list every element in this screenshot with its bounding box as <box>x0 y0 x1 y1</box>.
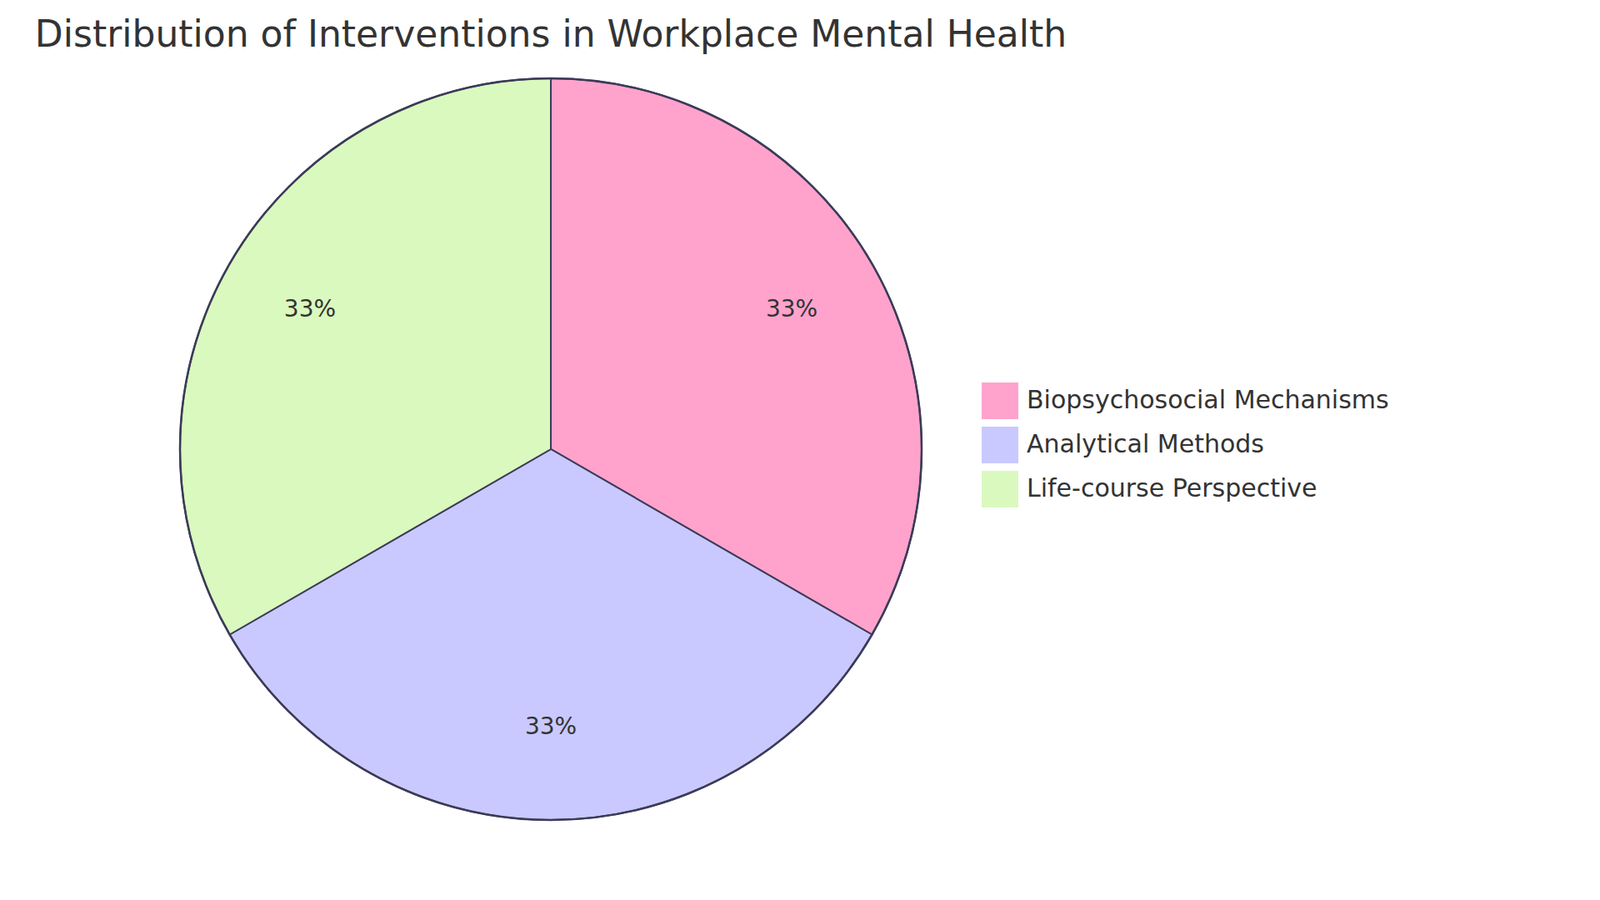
legend-swatch <box>981 470 1019 508</box>
legend-swatch <box>981 426 1019 464</box>
data-label: 33% <box>284 295 336 323</box>
legend-label: Biopsychosocial Mechanisms <box>1026 385 1390 415</box>
legend: Biopsychosocial Mechanisms Analytical Met… <box>981 382 1390 508</box>
data-labels: 33% 33% 33% <box>284 295 818 740</box>
data-label: 33% <box>525 712 577 740</box>
legend-label: Analytical Methods <box>1026 429 1265 459</box>
chart: Distribution of Interventions in Workpla… <box>0 0 1600 900</box>
pie-slice <box>180 78 551 635</box>
legend-label: Life-course Perspective <box>1026 473 1317 503</box>
pie-outline <box>180 78 922 820</box>
legend-swatch <box>981 382 1019 420</box>
title: Distribution of Interventions in Workpla… <box>35 12 1067 55</box>
pie <box>180 78 922 820</box>
data-label: 33% <box>765 295 818 323</box>
